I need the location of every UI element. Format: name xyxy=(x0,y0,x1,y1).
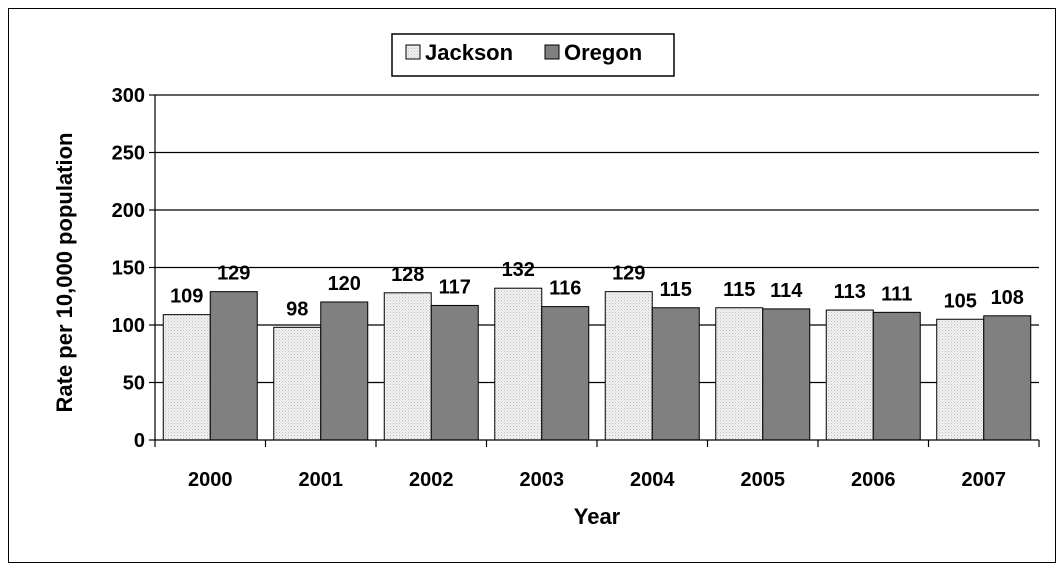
bar-oregon-2001 xyxy=(320,301,369,441)
y-tick-label: 150 xyxy=(112,258,145,280)
x-tick-label-2002: 2002 xyxy=(409,469,454,491)
data-label-jackson-2007: 105 xyxy=(944,290,977,312)
legend-box xyxy=(391,33,675,77)
bar-jackson-2001 xyxy=(273,326,322,441)
bar-jackson-2006 xyxy=(825,309,874,441)
data-label-jackson-2002: 128 xyxy=(391,264,424,286)
x-tick-label-2004: 2004 xyxy=(630,469,675,491)
data-label-oregon-2001: 120 xyxy=(328,273,361,295)
data-label-jackson-2005: 115 xyxy=(723,279,755,301)
bar-jackson-2004 xyxy=(604,291,653,441)
data-label-oregon-2006: 111 xyxy=(881,283,912,305)
y-tick-label: 300 xyxy=(112,85,145,107)
y-axis-title: Rate per 10,000 population xyxy=(52,133,77,413)
data-label-jackson-2000: 109 xyxy=(170,286,203,308)
bar-jackson-2003 xyxy=(494,287,543,441)
x-tick-label-2006: 2006 xyxy=(851,469,896,491)
x-tick-label-2007: 2007 xyxy=(962,469,1007,491)
data-label-oregon-2004: 115 xyxy=(660,279,692,301)
x-tick-label-2003: 2003 xyxy=(520,469,565,491)
data-label-jackson-2003: 132 xyxy=(502,259,535,281)
legend-swatch-jackson xyxy=(405,44,421,60)
data-label-jackson-2006: 113 xyxy=(834,281,866,303)
data-label-jackson-2004: 129 xyxy=(612,263,645,285)
data-label-jackson-2001: 98 xyxy=(286,298,308,320)
bar-jackson-2000 xyxy=(162,314,211,441)
bar-oregon-2007 xyxy=(983,315,1032,441)
bar-oregon-2003 xyxy=(541,306,590,441)
bar-jackson-2007 xyxy=(936,318,985,441)
data-label-oregon-2007: 108 xyxy=(991,287,1024,309)
data-labels: 109 129 98 120 128 117 132 116 129 115 115 114 113 11… xyxy=(170,259,1024,320)
x-tick-label-2001: 2001 xyxy=(299,469,344,491)
bar-jackson-2005 xyxy=(715,307,764,441)
y-tick-label: 200 xyxy=(112,200,145,222)
y-tick-label: 50 xyxy=(123,373,145,395)
y-tick-label: 0 xyxy=(134,430,145,452)
x-axis-title: Year xyxy=(574,504,621,529)
data-label-oregon-2002: 117 xyxy=(439,276,471,298)
chart-area: 109 129 98 120 128 117 132 116 129 115 115 114 113 11… xyxy=(8,8,1056,563)
x-tick-label-2000: 2000 xyxy=(188,469,233,491)
legend-swatch-oregon xyxy=(544,44,560,60)
bars xyxy=(162,287,1032,441)
x-tick-label-2005: 2005 xyxy=(741,469,786,491)
legend: Jackson Oregon xyxy=(391,33,675,77)
y-tick-label: 100 xyxy=(112,315,145,337)
legend-label-oregon: Oregon xyxy=(564,40,642,65)
axes: 0 50 100 150 200 250 300 2000 2001 2002 2003 2004 20… xyxy=(112,85,1040,491)
bar-oregon-2000 xyxy=(209,291,258,441)
y-tick-label: 250 xyxy=(112,143,145,165)
data-label-oregon-2003: 116 xyxy=(549,278,581,300)
data-label-oregon-2005: 114 xyxy=(770,280,803,302)
bar-oregon-2006 xyxy=(872,311,921,441)
bar-oregon-2005 xyxy=(762,308,811,441)
legend-label-jackson: Jackson xyxy=(425,40,513,65)
data-label-oregon-2000: 129 xyxy=(217,263,250,285)
bar-oregon-2002 xyxy=(430,304,479,441)
bar-chart: 109 129 98 120 128 117 132 116 129 115 115 114 113 11… xyxy=(52,33,1040,529)
bar-oregon-2004 xyxy=(651,307,700,441)
bar-jackson-2002 xyxy=(383,292,432,441)
